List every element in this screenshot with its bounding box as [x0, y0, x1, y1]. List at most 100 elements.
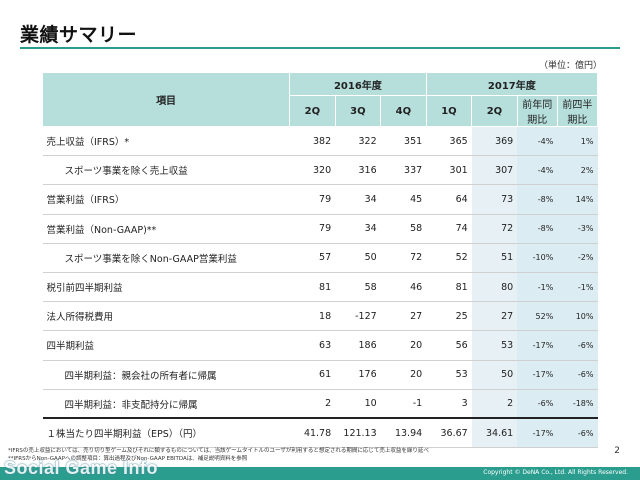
value-cell: 25 [426, 301, 472, 332]
table-row: スポーツ事業を除く売上収益 320 316 337 301 307 -4% 2% [42, 155, 598, 186]
value-cell: 57 [289, 243, 336, 273]
qoq-cell: -1% [557, 272, 598, 303]
yoy-cell: -8% [517, 184, 558, 215]
value-cell: 307 [471, 155, 518, 186]
copyright: Copyright © DeNA Co., Ltd. All Rights Re… [483, 469, 628, 476]
row-label: スポーツ事業を除くNon-GAAP営業利益 [42, 243, 290, 273]
yoy-cell: -17% [517, 360, 558, 390]
item-header: 項目 [41, 72, 291, 127]
page-title: 業績サマリー [20, 24, 138, 46]
value-cell: 81 [426, 272, 472, 303]
table-row: 営業利益（IFRS） 79 34 45 64 73 -8% 14% [42, 184, 598, 215]
value-cell: 3 [426, 389, 472, 419]
qoq-cell: -6% [557, 330, 598, 361]
value-cell: 301 [426, 155, 472, 186]
qoq-header: 前四半期比 [556, 95, 599, 127]
table-row: １株当たり四半期利益（EPS）（円） 41.78 121.13 13.94 36.67 3… [42, 417, 598, 449]
yoy-cell: -1% [517, 272, 558, 303]
qoq-cell: -6% [557, 360, 598, 390]
value-cell: 382 [289, 126, 336, 157]
table-row: 営業利益（Non-GAAP)** 79 34 58 74 72 -8% -3% [42, 214, 598, 244]
value-cell: 79 [289, 184, 336, 215]
value-cell: 2 [471, 389, 518, 419]
table-row: 四半期利益：親会社の所有者に帰属 61 176 20 53 50 -17% -6% [42, 360, 598, 390]
row-label: 四半期利益：非支配持分に帰属 [42, 389, 290, 419]
value-cell: 369 [471, 126, 518, 157]
value-cell: 320 [289, 155, 336, 186]
footnote: *IFRSの売上収益においては、売り切り型ゲーム及びそれに類するものについては、… [8, 448, 429, 454]
value-cell: 53 [426, 360, 472, 390]
qoq-cell: -6% [557, 417, 598, 449]
value-cell: 52 [426, 243, 472, 273]
value-cell: 365 [426, 126, 472, 157]
value-cell: 36.67 [426, 417, 472, 449]
table-row: 税引前四半期利益 81 58 46 81 80 -1% -1% [42, 272, 598, 303]
value-cell: 176 [335, 360, 381, 390]
value-cell: 351 [380, 126, 427, 157]
value-cell: 20 [380, 360, 427, 390]
value-cell: 13.94 [380, 417, 427, 449]
value-cell: 316 [335, 155, 381, 186]
value-cell: 322 [335, 126, 381, 157]
qoq-cell: 2% [557, 155, 598, 186]
row-label: 税引前四半期利益 [42, 272, 290, 303]
value-cell: -1 [380, 389, 427, 419]
qoq-cell: -3% [557, 214, 598, 244]
year-2017-header: 2017年度 [425, 72, 599, 96]
yoy-cell: -17% [517, 417, 558, 449]
value-cell: 34.61 [471, 417, 518, 449]
table-row: スポーツ事業を除くNon-GAAP営業利益 57 50 72 52 51 -10% -2% [42, 243, 598, 273]
row-label: 営業利益（IFRS） [42, 184, 290, 215]
value-cell: -127 [335, 301, 381, 332]
value-cell: 41.78 [289, 417, 336, 449]
financial-summary-table: 項目 2016年度 2017年度 2Q 3Q 4Q 1Q 2Q 前年同期比 前四… [41, 72, 599, 449]
value-cell: 34 [335, 184, 381, 215]
unit-label: （単位：億円） [538, 61, 602, 71]
value-cell: 10 [335, 389, 381, 419]
year-2016-header: 2016年度 [289, 72, 427, 96]
value-cell: 79 [289, 214, 336, 244]
quarter-header: 2Q [471, 95, 518, 127]
value-cell: 45 [380, 184, 427, 215]
yoy-cell: -10% [517, 243, 558, 273]
row-label: 四半期利益 [42, 330, 290, 361]
quarter-header: 3Q [334, 95, 382, 127]
row-label: スポーツ事業を除く売上収益 [42, 155, 290, 186]
footnote: **IFRSからNon-GAAPへの調整項目：算出過程及びNon-GAAP EB… [8, 456, 248, 462]
value-cell: 80 [471, 272, 518, 303]
value-cell: 81 [289, 272, 336, 303]
yoy-cell: -4% [517, 126, 558, 157]
value-cell: 53 [471, 330, 518, 361]
footnotes: *IFRSの売上収益においては、売り切り型ゲーム及びそれに類するものについては、… [8, 447, 429, 463]
qoq-cell: 14% [557, 184, 598, 215]
value-cell: 64 [426, 184, 472, 215]
row-label: １株当たり四半期利益（EPS）（円） [42, 417, 290, 449]
yoy-cell: -6% [517, 389, 558, 419]
value-cell: 63 [289, 330, 336, 361]
qoq-cell: 10% [557, 301, 598, 332]
row-label: 営業利益（Non-GAAP)** [42, 214, 290, 244]
qoq-cell: -2% [557, 243, 598, 273]
value-cell: 61 [289, 360, 336, 390]
table-row: 売上収益（IFRS）* 382 322 351 365 369 -4% 1% [42, 126, 598, 157]
quarter-header: 2Q [289, 95, 336, 127]
yoy-cell: 52% [517, 301, 558, 332]
table-row: 法人所得税費用 18 -127 27 25 27 52% 10% [42, 301, 598, 332]
yoy-header: 前年同期比 [516, 95, 558, 127]
page-number: 2 [614, 446, 620, 456]
table-row: 四半期利益：非支配持分に帰属 2 10 -1 3 2 -6% -18% [42, 389, 598, 419]
watermark-logo: Social Game Info [4, 458, 159, 478]
table-row: 四半期利益 63 186 20 56 53 -17% -6% [42, 330, 598, 361]
value-cell: 27 [471, 301, 518, 332]
value-cell: 121.13 [335, 417, 381, 449]
value-cell: 46 [380, 272, 427, 303]
value-cell: 56 [426, 330, 472, 361]
yoy-cell: -17% [517, 330, 558, 361]
value-cell: 73 [471, 184, 518, 215]
quarter-header: 1Q [425, 95, 473, 127]
value-cell: 18 [289, 301, 336, 332]
value-cell: 58 [380, 214, 427, 244]
value-cell: 2 [289, 389, 336, 419]
qoq-cell: 1% [557, 126, 598, 157]
value-cell: 27 [380, 301, 427, 332]
